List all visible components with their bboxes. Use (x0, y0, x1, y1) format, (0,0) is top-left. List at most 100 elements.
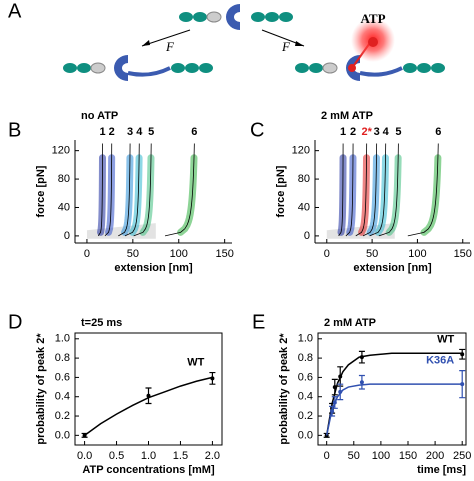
peak-label: 2 (109, 126, 115, 138)
data-point (359, 380, 364, 385)
peak-curve (104, 143, 113, 237)
peak-curve (355, 143, 368, 237)
x-axis-label: extension [nm] (114, 262, 193, 274)
panel-title: t=25 ms (81, 317, 122, 329)
y-axis-label: force [pN] (275, 165, 287, 217)
data-point (210, 376, 215, 381)
panel-letter: A (8, 0, 22, 22)
y-tick-label: 0.0 (55, 429, 70, 441)
y-tick-label: 80 (58, 173, 70, 185)
y-tick-label: 0.2 (298, 410, 313, 422)
arrow (141, 29, 191, 47)
y-tick-label: 0.6 (55, 371, 70, 383)
x-axis-label: ATP concentrations [mM] (82, 464, 215, 476)
x-axis-label: time [ms] (417, 464, 466, 476)
y-tick-label: 0.8 (55, 352, 70, 364)
peak-label: 3 (374, 126, 380, 138)
y-tick-label: 0 (304, 230, 310, 242)
panel-letter: B (8, 119, 21, 141)
series-label: WT (187, 356, 204, 368)
peak-label: 5 (395, 126, 401, 138)
plot-frame (317, 332, 467, 446)
peak-label: 2 (350, 126, 356, 138)
panel: Bno ATP 0 40 80 120 0 50 100 150 extension [nm] fo… (8, 110, 234, 274)
y-axis-label: force [pN] (35, 165, 47, 217)
peak-curve (338, 143, 344, 237)
x-tick-label: 200 (426, 450, 444, 462)
panel-title: 2 mM ATP (321, 110, 373, 122)
peak-curve (118, 143, 131, 237)
y-axis-label: probability of peak 2* (278, 333, 290, 445)
y-tick-label: 120 (292, 145, 310, 157)
data-point (82, 433, 87, 438)
series-label: K36A (426, 355, 454, 367)
domain (226, 4, 240, 30)
bead (179, 12, 193, 22)
y-tick-label: 0.4 (298, 391, 313, 403)
peak-label: 2* (361, 126, 372, 138)
x-tick-label: 0.0 (77, 450, 92, 462)
x-tick-label: 100 (408, 248, 426, 260)
y-tick-label: 40 (58, 201, 70, 213)
x-tick-label: 150 (215, 248, 233, 260)
y-tick-label: 0.6 (298, 371, 313, 383)
panel-title: no ATP (81, 110, 118, 122)
x-tick-label: 0 (324, 450, 330, 462)
bead (417, 63, 431, 73)
data-point (359, 355, 364, 360)
peak-curve (124, 143, 140, 237)
force-label: F (281, 39, 291, 54)
peak-label: 3 (127, 126, 133, 138)
x-tick-label: 50 (348, 450, 360, 462)
bead (322, 62, 338, 74)
arrows: F F (141, 29, 305, 54)
bead (199, 63, 213, 73)
data-point (330, 409, 335, 414)
series-label: WT (437, 333, 454, 345)
force-label: F (165, 39, 175, 54)
x-tick-label: 2.0 (205, 450, 220, 462)
x-tick-label: 1.0 (141, 450, 156, 462)
y-tick-label: 1.0 (298, 333, 313, 345)
data-point (332, 400, 337, 405)
peak-label: 4 (136, 126, 143, 138)
x-tick-label: 150 (399, 450, 417, 462)
panel-letter: D (8, 311, 22, 333)
peak-curve (345, 143, 354, 237)
y-tick-label: 120 (52, 145, 70, 157)
panel-letter: E (252, 311, 265, 333)
bead (77, 63, 91, 73)
peak-curve (97, 143, 103, 237)
bead (295, 63, 309, 73)
bead (265, 12, 279, 22)
y-tick-label: 0 (64, 230, 70, 242)
x-tick-label: 100 (170, 248, 188, 260)
bead (193, 12, 207, 22)
data-point (460, 352, 465, 357)
peak-curve (369, 143, 387, 237)
x-tick-label: 50 (127, 248, 139, 260)
peak-label: 6 (435, 126, 441, 138)
bead (309, 63, 323, 73)
bead (63, 63, 77, 73)
protein-right: ATP (295, 11, 445, 81)
protein-top (179, 4, 293, 30)
peak-label: 1 (340, 126, 346, 138)
atp-dot (368, 37, 378, 47)
data-point (338, 389, 343, 394)
bead (90, 62, 106, 74)
peak-label: 1 (99, 126, 105, 138)
x-tick-label: 0.5 (109, 450, 124, 462)
peak-curve (407, 143, 439, 237)
x-tick-label: 250 (453, 450, 471, 462)
panel-a: A F F (8, 0, 445, 81)
bead (403, 63, 417, 73)
panel-letter: C (250, 119, 264, 141)
y-tick-label: 0.0 (298, 429, 313, 441)
y-tick-label: 80 (298, 173, 310, 185)
bead (251, 12, 265, 22)
unfolded-strand (359, 66, 403, 77)
fit-curve (84, 376, 213, 436)
panel: C 2 mM ATP 0 40 80 120 0 50 100 150 extension [nm]… (250, 110, 472, 274)
